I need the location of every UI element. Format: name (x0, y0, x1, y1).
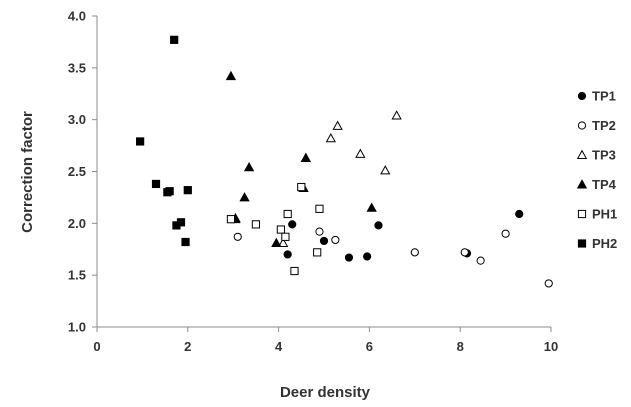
data-point-tp3 (380, 165, 391, 175)
data-point-ph1 (281, 232, 290, 241)
data-point-tp4 (243, 162, 255, 172)
data-point-ph1 (226, 215, 236, 224)
series-tp4 (225, 70, 377, 247)
y-tick-label: 3.5 (68, 60, 86, 75)
x-tick-label: 10 (544, 339, 558, 354)
data-point-ph1 (315, 204, 324, 213)
data-point-ph2 (181, 237, 190, 247)
x-tick-label: 8 (457, 339, 464, 354)
data-point-tp1 (363, 252, 372, 261)
legend: TP1 TP2 TP3 TP4 PH1 PH2 (576, 89, 617, 251)
data-point-ph2 (136, 137, 145, 146)
data-point-tp3 (391, 110, 402, 120)
data-point-tp2 (410, 248, 419, 257)
legend-marker (577, 121, 587, 130)
data-point-tp4 (300, 152, 311, 162)
data-point-tp1 (283, 250, 292, 259)
legend-marker (577, 209, 587, 219)
x-tick-label: 0 (93, 339, 100, 354)
data-point-ph1 (297, 182, 306, 192)
data-point-tp3 (332, 120, 343, 130)
data-point-tp1 (288, 220, 297, 229)
y-tick-label: 3.0 (68, 112, 86, 127)
data-point-ph2 (176, 218, 186, 227)
legend-label: TP1 (592, 89, 616, 104)
data-point-tp2 (460, 248, 469, 257)
y-tick-label: 2.5 (68, 164, 86, 179)
legend-item-ph1: PH1 (577, 207, 617, 222)
data-point-ph1 (251, 220, 261, 229)
data-point-ph1 (283, 209, 292, 219)
series-tp1 (283, 209, 524, 262)
legend-marker (577, 91, 587, 101)
x-tick-label: 6 (366, 339, 373, 354)
data-point-tp3 (277, 237, 289, 247)
x-tick-label: 4 (275, 339, 283, 354)
data-point-tp4 (225, 70, 237, 81)
data-point-tp2 (476, 256, 485, 265)
legend-item-tp1: TP1 (577, 89, 616, 104)
y-tick-label: 4.0 (68, 9, 86, 24)
data-point-tp1 (344, 253, 354, 262)
data-point-ph2 (183, 186, 192, 195)
legend-label: PH1 (592, 207, 617, 222)
y-tick-label: 1.5 (68, 268, 86, 283)
data-point-tp2 (315, 227, 324, 236)
data-point-tp4 (271, 237, 282, 247)
data-point-tp2 (331, 235, 340, 245)
legend-marker (576, 179, 588, 189)
series-tp2 (233, 227, 553, 288)
data-point-tp1 (374, 221, 383, 230)
y-axis-title: Correction factor (19, 111, 36, 233)
legend-marker (577, 239, 587, 248)
data-point-tp3 (355, 148, 366, 158)
data-point-ph1 (290, 266, 299, 276)
data-point-tp3 (325, 132, 336, 143)
data-point-tp4 (366, 202, 377, 212)
data-point-tp4 (239, 192, 250, 202)
data-point-tp1 (319, 236, 329, 246)
y-tick-label: 1.0 (68, 320, 86, 335)
data-point-tp2 (233, 232, 242, 241)
legend-item-tp3: TP3 (576, 148, 616, 163)
x-axis-title: Deer density (280, 384, 371, 401)
data-point-ph2 (165, 187, 174, 196)
series-ph1 (226, 182, 324, 276)
legend-item-tp4: TP4 (576, 177, 617, 192)
x-tick-label: 2 (184, 339, 191, 354)
legend-item-tp2: TP2 (577, 118, 616, 133)
series-ph2 (136, 35, 192, 247)
data-point-ph2 (170, 35, 179, 44)
data-point-ph1 (276, 225, 285, 234)
legend-label: TP3 (592, 148, 616, 163)
y-tick-label: 2.0 (68, 216, 86, 231)
data-point-tp2 (544, 279, 553, 288)
legend-marker (576, 149, 588, 159)
legend-label: PH2 (592, 236, 617, 251)
legend-item-ph2: PH2 (577, 236, 617, 251)
x-axis-ticks: 0 2 4 6 8 10 (93, 327, 558, 354)
data-point-tp1 (515, 209, 524, 219)
legend-label: TP4 (592, 177, 617, 192)
y-axis-ticks: 1.0 1.5 2.0 2.5 3.0 3.5 4.0 (68, 9, 97, 335)
data-point-ph2 (151, 179, 161, 189)
plot-area (136, 35, 553, 288)
data-point-tp2 (501, 229, 510, 238)
data-point-ph1 (313, 248, 322, 257)
legend-label: TP2 (592, 118, 616, 133)
